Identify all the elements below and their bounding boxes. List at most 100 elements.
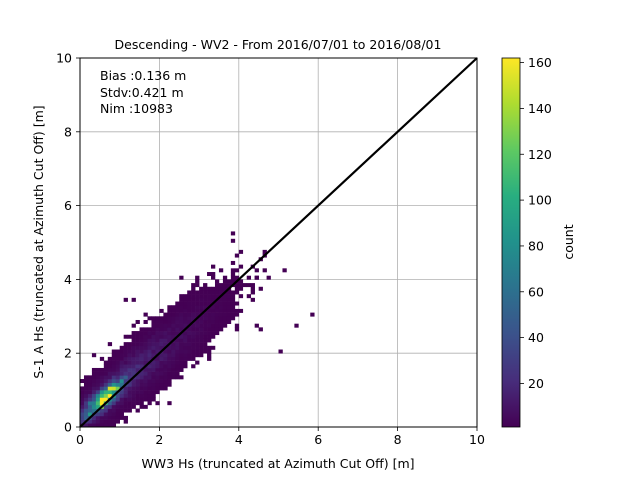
heatmap-cell [131, 323, 136, 328]
heatmap-cell [163, 327, 168, 332]
heatmap-cell [135, 345, 140, 350]
heatmap-cell [155, 323, 160, 328]
heatmap-cell [191, 290, 196, 295]
colorbar-tick-label: 20 [528, 376, 544, 391]
colorbar-tick-label: 160 [528, 55, 552, 70]
heatmap-cell [167, 308, 172, 313]
heatmap-cell [218, 283, 224, 288]
heatmap-cell [234, 290, 240, 295]
heatmap-cell [127, 364, 132, 369]
heatmap-cell [123, 349, 128, 354]
heatmap-cell [159, 316, 164, 321]
y-tick-label: 2 [64, 346, 72, 361]
heatmap-cell [107, 386, 113, 391]
heatmap-cell [195, 327, 200, 332]
heatmap-cell [203, 323, 208, 328]
heatmap-cell [95, 415, 101, 420]
heatmap-cell [183, 356, 188, 361]
heatmap-cell [139, 345, 144, 350]
heatmap-cell [203, 312, 208, 317]
heatmap-cell [111, 386, 117, 391]
heatmap-cell [143, 371, 148, 376]
heatmap-cell [123, 367, 128, 372]
heatmap-cell [222, 294, 228, 299]
heatmap-cell [211, 264, 216, 269]
heatmap-cell [151, 382, 156, 387]
heatmap-cell [254, 268, 259, 273]
heatmap-cell [211, 331, 216, 336]
heatmap-cell [80, 397, 85, 402]
heatmap-cell [187, 331, 192, 336]
heatmap-cell [107, 364, 113, 369]
heatmap-cell [103, 379, 109, 384]
heatmap-cell [187, 319, 192, 324]
heatmap-cell [127, 353, 132, 358]
heatmap-cell [111, 423, 117, 428]
heatmap-cell [230, 272, 236, 277]
heatmap-cell [195, 338, 200, 343]
heatmap-cell [211, 275, 216, 280]
heatmap-cell [191, 349, 196, 354]
heatmap-cell [195, 305, 200, 310]
heatmap-cell [183, 331, 188, 336]
heatmap-cell [147, 353, 152, 358]
heatmap-cell [115, 401, 120, 406]
heatmap-cell [95, 390, 101, 395]
heatmap-cell [234, 268, 240, 273]
heatmap-cell [103, 404, 109, 409]
heatmap-cell [207, 338, 212, 343]
heatmap-cell [115, 353, 120, 358]
heatmap-cell [83, 404, 89, 409]
heatmap-cell [183, 338, 188, 343]
heatmap-cell [179, 367, 184, 372]
heatmap-cell [179, 312, 184, 317]
heatmap-cell [191, 345, 196, 350]
heatmap-cell [250, 297, 255, 302]
heatmap-cell [111, 353, 117, 358]
heatmap-cell [187, 312, 192, 317]
heatmap-cell [107, 419, 113, 424]
heatmap-cell [107, 375, 113, 380]
heatmap-cell [91, 367, 97, 372]
heatmap-cell [191, 305, 196, 310]
heatmap-cell [147, 367, 152, 372]
heatmap-cell [135, 367, 140, 372]
heatmap-cell [238, 308, 244, 313]
heatmap-cell [222, 319, 228, 324]
heatmap-cell [95, 379, 101, 384]
heatmap-cell [147, 386, 152, 391]
heatmap-cell [151, 371, 156, 376]
heatmap-cell [107, 382, 113, 387]
heatmap-cell [203, 319, 208, 324]
heatmap-cell [119, 356, 124, 361]
heatmap-cell [155, 382, 160, 387]
heatmap-cell [230, 290, 236, 295]
heatmap-cell [131, 367, 136, 372]
heatmap-cell [191, 334, 196, 339]
heatmap-cell [207, 290, 212, 295]
heatmap-cell [179, 338, 184, 343]
heatmap-cell [155, 327, 160, 332]
heatmap-cell [103, 367, 109, 372]
heatmap-cell [135, 349, 140, 354]
heatmap-cell [131, 334, 136, 339]
heatmap-cell [214, 327, 220, 332]
heatmap-cell [91, 390, 97, 395]
heatmap-cell [123, 390, 128, 395]
heatmap-cell [155, 379, 160, 384]
heatmap-cell [234, 253, 240, 258]
heatmap-cell [183, 364, 188, 369]
heatmap-cell [191, 364, 196, 369]
heatmap-cell [183, 308, 188, 313]
heatmap-cell [103, 408, 109, 413]
heatmap-cell [167, 327, 172, 332]
heatmap-cell [179, 327, 184, 332]
heatmap-cell [218, 301, 224, 306]
heatmap-cell [80, 404, 85, 409]
heatmap-cell [230, 238, 236, 243]
heatmap-cell [80, 419, 85, 424]
heatmap-cell [115, 360, 120, 365]
heatmap-cell [195, 290, 200, 295]
heatmap-cell [103, 364, 109, 369]
